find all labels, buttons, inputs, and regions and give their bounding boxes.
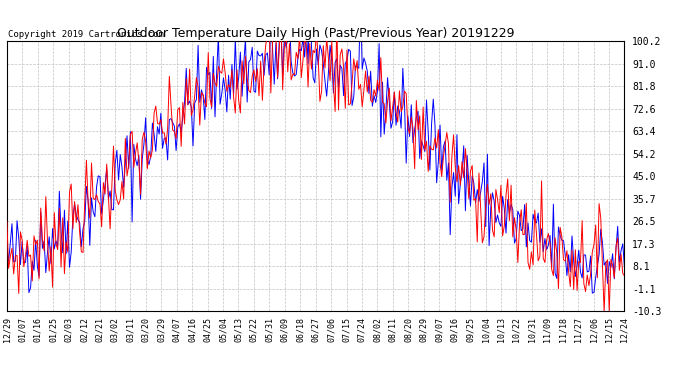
Title: Outdoor Temperature Daily High (Past/Previous Year) 20191229: Outdoor Temperature Daily High (Past/Pre… — [117, 27, 515, 40]
FancyBboxPatch shape — [464, 13, 544, 32]
FancyBboxPatch shape — [547, 13, 606, 32]
Text: Previous  (°F): Previous (°F) — [466, 18, 542, 27]
Text: Past  (°F): Past (°F) — [550, 18, 604, 27]
Text: Copyright 2019 Cartronics.com: Copyright 2019 Cartronics.com — [8, 30, 164, 39]
